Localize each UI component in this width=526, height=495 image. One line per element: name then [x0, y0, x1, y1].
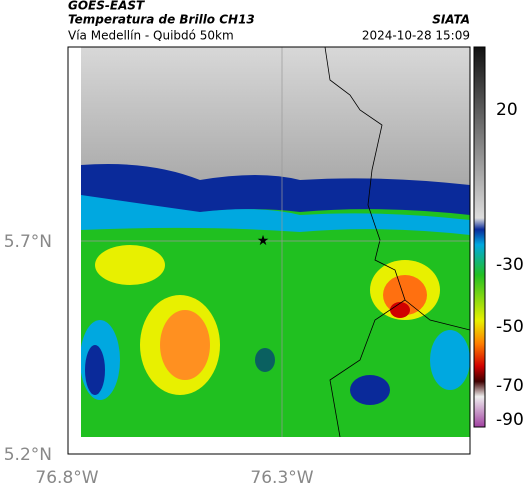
x-label: 76.3°W [250, 468, 313, 488]
colorbar-label: -50 [496, 317, 524, 337]
colorbar-label: -70 [496, 376, 524, 396]
subtitle: Temperatura de Brillo CH13 [68, 13, 255, 27]
x-label: 76.8°W [35, 468, 98, 488]
colorbar [473, 46, 486, 428]
satellite-image: ★ [81, 47, 470, 437]
y-label: 5.7°N [4, 232, 52, 252]
colorbar-label: -90 [496, 410, 524, 430]
title: GOES-EAST [68, 0, 145, 13]
colorbar-label: 20 [496, 100, 518, 120]
datetime: 2024-10-28 15:09 [362, 29, 470, 43]
source: SIATA [432, 13, 470, 27]
svg-text:★: ★ [257, 233, 270, 249]
region: Vía Medellín - Quibdó 50km [68, 29, 234, 43]
y-label: 5.2°N [4, 445, 52, 465]
colorbar-label: -30 [496, 255, 524, 275]
